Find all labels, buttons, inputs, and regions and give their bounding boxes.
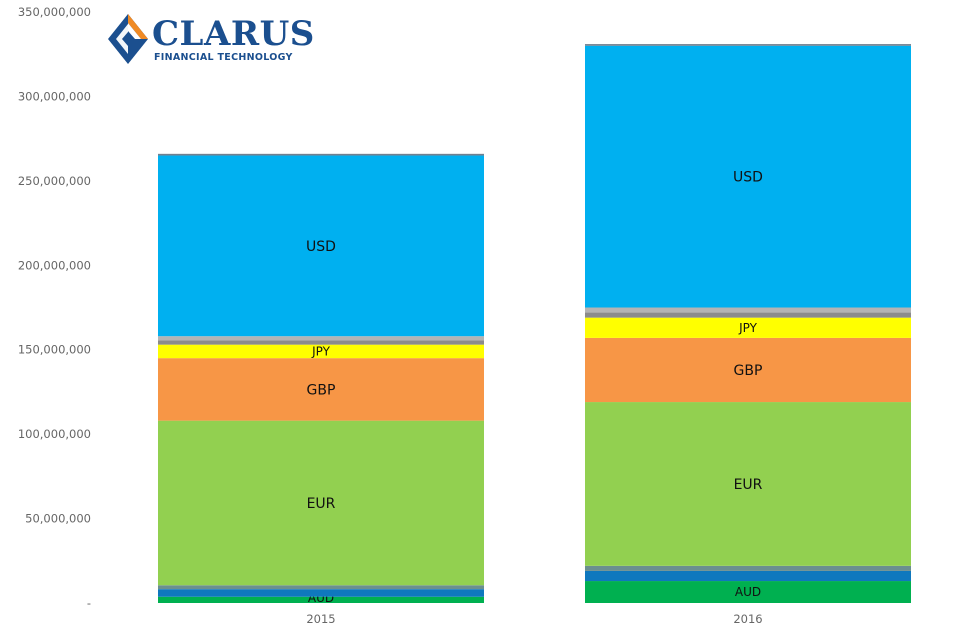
bar-segment (158, 358, 484, 421)
segment-label: EUR (734, 477, 763, 493)
bar-segment (158, 589, 484, 597)
y-tick-label: 200,000,000 (18, 258, 91, 272)
segment-label: GBP (307, 382, 336, 398)
bar-segment (585, 337, 911, 403)
bar-segment (158, 585, 484, 590)
y-tick-label: 100,000,000 (18, 427, 91, 441)
y-tick-label: 50,000,000 (25, 512, 91, 526)
segment-label: JPY (738, 321, 758, 335)
bar-segment (158, 344, 484, 359)
clarus-diamond-icon (108, 14, 148, 64)
x-tick-label: 2016 (733, 612, 762, 626)
y-tick-label: 300,000,000 (18, 89, 91, 103)
bar-segment (158, 336, 484, 341)
segment-label: JPY (311, 345, 331, 359)
logo-tagline: FINANCIAL TECHNOLOGY (154, 52, 293, 63)
segment-label: EUR (307, 496, 336, 512)
bar-segment (585, 307, 911, 313)
y-tick-label: 150,000,000 (18, 343, 91, 357)
bar-segment (585, 581, 911, 603)
bar-segment (158, 155, 484, 337)
bar-segment (585, 312, 911, 318)
segment-label: AUD (735, 585, 761, 599)
bar-segment (158, 420, 484, 586)
y-tick-label: 350,000,000 (18, 5, 91, 19)
segment-label: USD (733, 170, 763, 186)
segment-label: GBP (734, 363, 763, 379)
bar-segment (585, 317, 911, 338)
bar-segment (585, 570, 911, 582)
y-tick-label: - (87, 596, 91, 610)
bar-segment (585, 44, 911, 46)
bar-segment (585, 402, 911, 566)
bar-segment (158, 340, 484, 345)
bar-segment (585, 565, 911, 571)
x-tick-label: 2015 (306, 612, 335, 626)
x-axis: 2015 2016 (306, 612, 762, 626)
y-axis: - 50,000,000 100,000,000 150,000,000 200,000… (18, 5, 91, 610)
segment-label: USD (306, 239, 336, 255)
logo-wordmark: CLARUS (152, 14, 315, 54)
bar-segment (158, 596, 484, 603)
bar-segment (585, 45, 911, 308)
bar-segment (158, 153, 484, 156)
y-tick-label: 250,000,000 (18, 174, 91, 188)
